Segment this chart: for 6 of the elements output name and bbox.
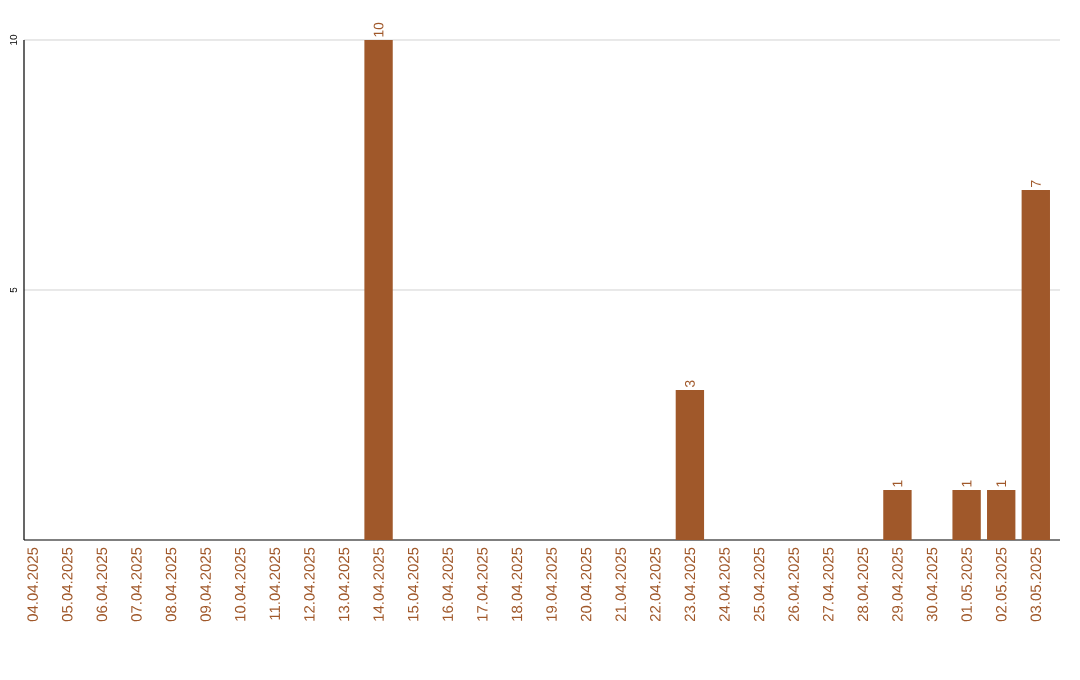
- bar: [364, 39, 393, 540]
- bar: [1021, 189, 1050, 540]
- bar: [675, 390, 705, 540]
- bar: [987, 490, 1016, 540]
- bar: [883, 490, 912, 540]
- bar: [952, 490, 981, 540]
